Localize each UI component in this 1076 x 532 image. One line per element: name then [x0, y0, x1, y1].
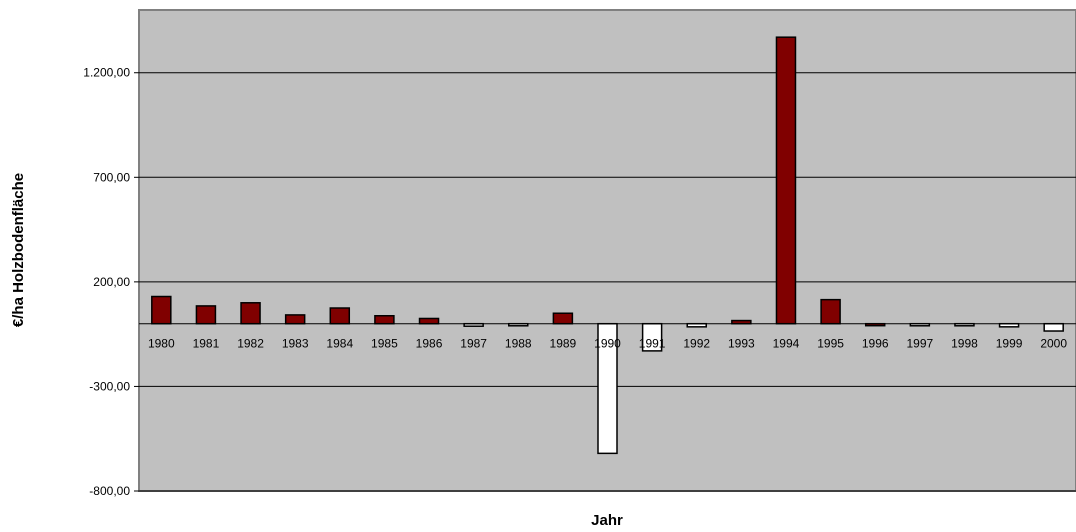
- x-tick-label: 1996: [862, 337, 889, 351]
- x-tick-label: 1993: [728, 337, 755, 351]
- bar-1986: [418, 317, 440, 325]
- x-tick-label: 1988: [505, 337, 532, 351]
- y-tick-label: 200,00: [93, 275, 130, 289]
- bar-1995: [820, 298, 841, 325]
- bar-1989: [552, 312, 574, 325]
- x-axis-title: Jahr: [591, 512, 623, 529]
- y-tick-label: -300,00: [89, 379, 130, 393]
- x-tick-label: 2000: [1040, 337, 1067, 351]
- x-tick-label: 1981: [193, 337, 220, 351]
- bar-1983: [284, 314, 306, 325]
- x-tick-label: 1980: [148, 337, 175, 351]
- x-tick-label: 1997: [906, 337, 933, 351]
- x-tick-label: 1990: [594, 337, 621, 351]
- bar-1981: [195, 305, 217, 325]
- bar-1982: [240, 302, 261, 325]
- x-tick-label: 1998: [951, 337, 978, 351]
- x-tick-label: 1983: [282, 337, 309, 351]
- x-tick-label: 1984: [326, 337, 353, 351]
- y-tick-label: 1.200,00: [83, 66, 130, 80]
- x-tick-label: 1999: [996, 337, 1023, 351]
- bar-2000: [1043, 322, 1064, 332]
- y-axis-title: €/ha Holzbodenfläche: [10, 173, 27, 327]
- x-tick-label: 1989: [550, 337, 577, 351]
- x-tick-label: 1992: [683, 337, 710, 351]
- x-tick-label: 1995: [817, 337, 844, 351]
- x-tick-label: 1994: [773, 337, 800, 351]
- bar-1985: [374, 314, 395, 325]
- x-tick-label: 1985: [371, 337, 398, 351]
- y-tick-label: -800,00: [89, 484, 130, 498]
- bar-1984: [329, 307, 351, 325]
- bar-1980: [151, 295, 172, 325]
- x-tick-label: 1986: [416, 337, 443, 351]
- y-tick-label: 700,00: [93, 170, 130, 184]
- y-tick-labels: -800,00 -300,00 200,00 700,00 1.200,00: [83, 66, 130, 498]
- bar-1994: [775, 36, 797, 325]
- x-tick-label: 1987: [460, 337, 487, 351]
- x-tick-label: 1991: [639, 337, 666, 351]
- x-tick-label: 1982: [237, 337, 264, 351]
- x-tick-labels: 1980 1981 1982 1983 1984 1985 1986 1987 1988 1989…: [148, 337, 1067, 351]
